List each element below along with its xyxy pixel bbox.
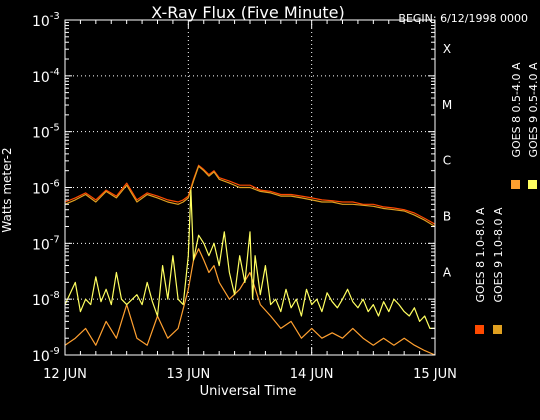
flare-class-label: X [443,42,451,56]
y-tick-label: 10-6 [32,179,60,198]
flare-class-label: B [443,209,451,223]
y-tick-label: 10-3 [32,11,60,30]
y-axis-label: Watts meter-2 [0,147,14,232]
x-axis-label: Universal Time [200,384,297,399]
flare-class-labels: A B C M X [442,42,452,279]
x-tick-label: 14 JUN [290,367,334,382]
y-tick-label: 10-7 [32,234,60,253]
y-tick-label: 10-5 [32,123,60,142]
legend-swatch [528,180,537,189]
series-line [64,189,435,329]
flare-class-label: M [442,98,452,112]
flare-class-label: A [443,265,452,279]
series-line [64,164,436,225]
begin-date-label: BEGIN: 6/12/1998 0000 [398,12,528,25]
series-layer [64,164,436,356]
x-tick-label: 13 JUN [166,367,210,382]
legend-swatch [475,325,484,334]
y-ticks: 10-9 10-8 10-7 10-6 10-5 10-4 10-3 [32,11,435,365]
legend-label: GOES 8 0.5-4.0 A [510,62,523,158]
y-tick-label: 10-9 [32,346,60,365]
series-line [64,165,436,228]
chart-title: X-Ray Flux (Five Minute) [151,3,344,22]
x-ticks: 12 JUN 13 JUN 14 JUN 15 JUN [43,20,457,382]
y-tick-label: 10-4 [32,67,60,86]
flare-class-label: C [443,154,451,168]
legend-swatch [511,180,520,189]
x-tick-label: 15 JUN [413,367,457,382]
legend-label: GOES 9 1.0-8.0 A [492,207,505,303]
x-tick-label: 12 JUN [43,367,87,382]
legend-label: GOES 9 0.5-4.0 A [527,62,540,158]
legend-label: GOES 8 1.0-8.0 A [474,207,487,303]
y-tick-label: 10-8 [32,290,60,309]
legend: GOES 8 1.0-8.0 A GOES 8 0.5-4.0 A GOES 9 1… [474,62,540,334]
legend-swatch [493,325,502,334]
